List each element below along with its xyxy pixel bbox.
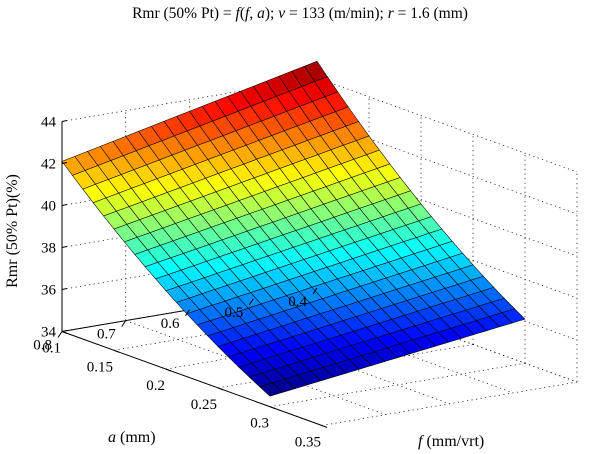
grid-line-z-f-wall <box>316 77 578 173</box>
z-tick-label: 38 <box>41 241 56 257</box>
chart-title-part: ); <box>265 5 278 22</box>
a-tick-label: 0.4 <box>288 294 307 310</box>
z-tick-mark <box>61 204 68 206</box>
chart-title-part: r <box>388 5 395 22</box>
f-tick-label: 0.2 <box>146 378 165 394</box>
z-tick-label: 40 <box>41 199 56 215</box>
chart-title-part: v <box>278 5 285 22</box>
chart-title-part: Rmr (50% Pt) = <box>132 5 235 22</box>
z-tick-label: 42 <box>41 157 56 173</box>
f-tick-label: 0.3 <box>250 416 269 432</box>
z-tick-label: 36 <box>41 283 57 299</box>
surface <box>61 60 526 397</box>
z-tick-mark <box>61 162 68 164</box>
grid-line-floor-f <box>321 381 578 426</box>
a-axis-label: a (mm) <box>108 429 156 446</box>
f-tick-mark <box>165 368 172 372</box>
a-tick-label: 0.7 <box>97 327 116 343</box>
chart-title-part: , <box>249 5 257 22</box>
z-tick-mark <box>61 288 68 290</box>
a-tick-mark <box>185 309 190 317</box>
f-tick-mark <box>321 425 328 428</box>
grid-line-floor-f <box>269 362 526 408</box>
a-tick-mark <box>248 298 254 306</box>
a-tick-label: 0.5 <box>225 305 244 321</box>
f-tick-mark <box>269 406 276 410</box>
chart-title: Rmr (50% Pt) = f(f, a); v = 133 (m/min);… <box>132 5 468 22</box>
f-tick-label: 0.35 <box>295 435 321 451</box>
chart-title-part: ( <box>240 5 245 22</box>
z-tick-mark <box>61 246 68 248</box>
a-tick-label: 0.8 <box>33 338 52 354</box>
a-axis-label-var: a <box>108 429 116 446</box>
a-tick-mark <box>57 331 63 338</box>
surface-patch <box>259 382 284 397</box>
f-axis-label-var: f <box>418 433 425 450</box>
chart-title-part: f <box>236 5 243 22</box>
f-tick-mark <box>61 331 68 334</box>
ticks: 34 36 38 40 42 44 0.4 0.5 0.6 0.7 0.80.1 0.15 0.2 0.2… <box>33 115 328 451</box>
f-axis-label: f (mm/vrt) <box>418 433 484 450</box>
f-axis-label-unit: (mm/vrt) <box>422 433 484 450</box>
z-tick-label: 44 <box>41 115 57 131</box>
chart-title-part: = 1.6 (mm) <box>394 5 468 22</box>
chart-title-part: = 133 (m/min); <box>285 5 388 22</box>
z-tick-label: 34 <box>41 325 57 341</box>
chart-title-part: a <box>257 5 265 22</box>
a-axis-label-unit: (mm) <box>116 429 156 446</box>
z-tick-mark <box>61 120 68 122</box>
f-tick-mark <box>217 387 224 391</box>
f-axis-line <box>61 331 323 426</box>
f-tick-mark <box>113 349 120 353</box>
f-tick-label: 0.15 <box>87 359 113 375</box>
f-tick-label: 0.1 <box>42 341 61 357</box>
chart-title-part: f <box>245 5 252 22</box>
z-axis-label: Rmr (50% Pt)(%) <box>4 174 21 288</box>
f-tick-label: 0.25 <box>191 397 217 413</box>
a-tick-mark <box>121 320 127 327</box>
grid-line-z-a-wall <box>61 77 318 122</box>
a-tick-mark <box>312 287 318 295</box>
a-tick-label: 0.6 <box>161 316 180 332</box>
